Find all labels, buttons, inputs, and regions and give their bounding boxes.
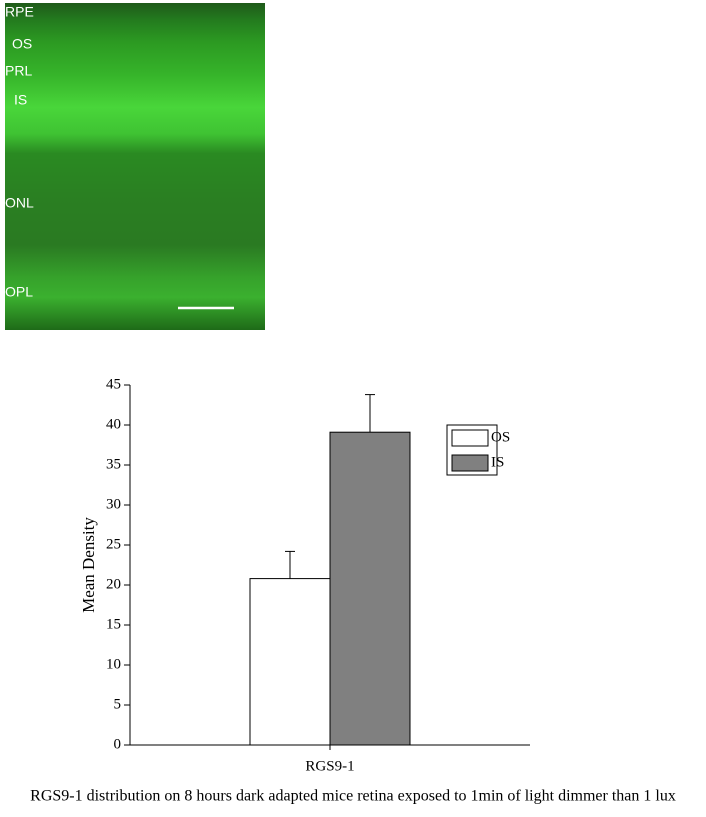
y-tick-label: 25: [106, 536, 121, 552]
y-tick-label: 30: [106, 496, 121, 512]
y-tick-label: 5: [114, 696, 122, 712]
layer-label: RPE: [5, 4, 34, 20]
y-tick-label: 20: [106, 576, 121, 592]
layer-label: OS: [12, 36, 32, 52]
legend-label: OS: [491, 429, 510, 445]
x-tick-label: RGS9-1: [305, 758, 354, 774]
bar: [329, 431, 411, 746]
legend-swatch: [451, 454, 489, 472]
y-tick-label: 10: [106, 656, 121, 672]
layer-label: OPL: [5, 284, 33, 300]
y-tick-label: 40: [106, 416, 121, 432]
y-axis-label: Mean Density: [79, 517, 98, 613]
legend-label: IS: [491, 454, 504, 470]
legend-swatch: [451, 429, 489, 447]
y-tick-label: 0: [114, 736, 122, 752]
y-tick-label: 15: [106, 616, 121, 632]
y-tick-label: 35: [106, 456, 121, 472]
micrograph: [5, 3, 265, 330]
caption: RGS9-1 distribution on 8 hours dark adap…: [30, 788, 676, 805]
layer-label: PRL: [5, 63, 32, 79]
layer-label: ONL: [5, 195, 34, 211]
bar: [249, 578, 331, 746]
y-tick-label: 45: [106, 376, 121, 392]
layer-label: IS: [14, 92, 27, 108]
